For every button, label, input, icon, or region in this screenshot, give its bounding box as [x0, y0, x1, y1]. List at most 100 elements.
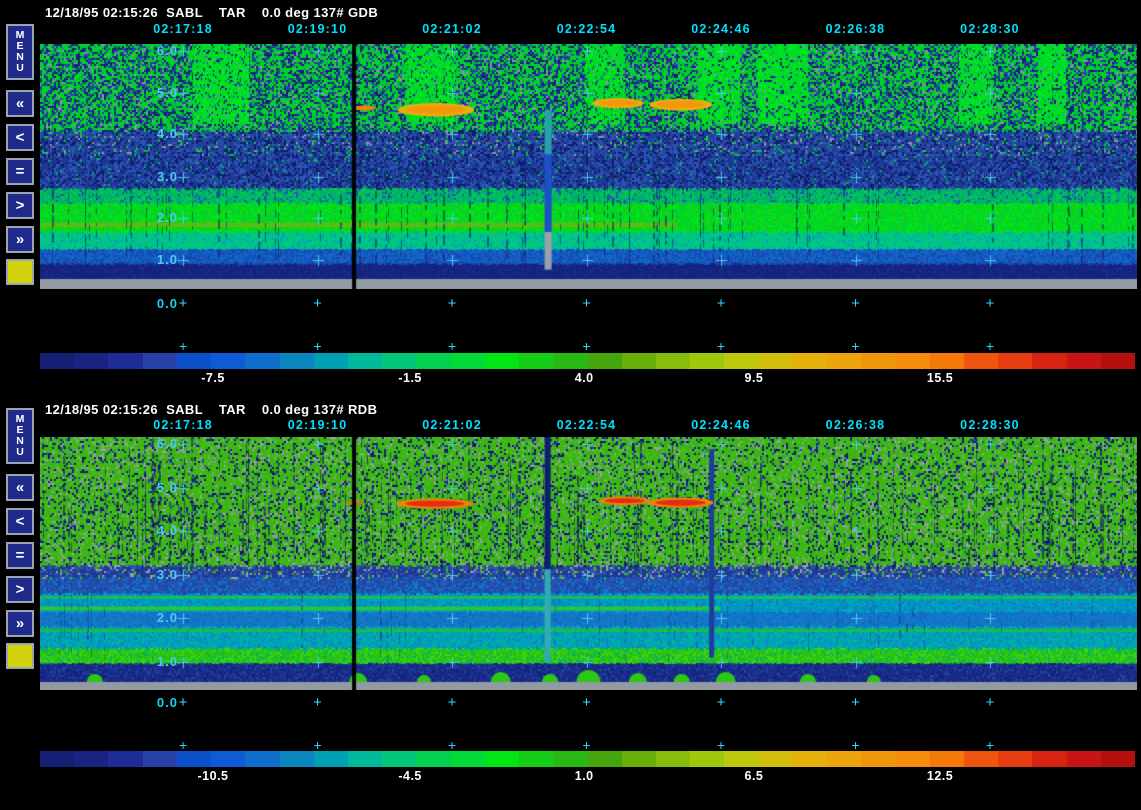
tick-cross-icon: +: [313, 737, 322, 753]
tick-cross-icon: +: [985, 295, 995, 312]
tick-cross-icon: +: [716, 694, 726, 711]
colorbar-segment: [347, 353, 383, 369]
colorbar-segment: [211, 751, 246, 767]
time-label: 02:19:10: [287, 22, 348, 36]
fast-forward-button[interactable]: »: [6, 226, 34, 253]
colorbar-segment: [792, 353, 828, 369]
colorbar-segment: [587, 353, 622, 369]
tick-cross-icon: +: [582, 295, 591, 312]
colorbar-scale-value: -7.5: [201, 371, 225, 385]
colorbar-segment: [450, 751, 485, 767]
colorbar-segment: [895, 751, 930, 767]
altitude-label: 3.0: [156, 567, 178, 583]
time-label: 02:28:30: [960, 22, 1020, 36]
colorbar-scale-value: -4.5: [398, 769, 422, 783]
colorbar-segment: [758, 353, 793, 369]
time-label: 02:21:02: [422, 22, 482, 36]
colorbar-segment: [827, 751, 862, 767]
time-axis: 02:17:18 02:19:10 02:21:02 02:22:54 02:24:46…: [40, 418, 1137, 433]
colorbar-segment: [1032, 353, 1067, 369]
colorbar-segment: [74, 751, 109, 767]
tick-cross-icon: +: [313, 694, 322, 711]
step-back-button[interactable]: <: [6, 508, 34, 535]
colorbar-scale-labels: -7.5 -1.5 4.0 9.5 15.5: [40, 371, 1137, 389]
altitude-label: 5.0: [156, 85, 178, 101]
time-label: 02:22:54: [556, 418, 617, 432]
colorbar-scale-value: 1.0: [574, 769, 594, 783]
tick-cross-icon: +: [985, 694, 995, 711]
tick-cross-icon: +: [447, 338, 457, 354]
colorbar-segment: [484, 353, 520, 369]
colorbar-segment: [758, 751, 793, 767]
tick-cross-icon: +: [178, 694, 188, 711]
colorbar-scale-value: 6.5: [744, 769, 764, 783]
tick-cross-icon: +: [851, 338, 860, 354]
colorbar-segment: [690, 353, 725, 369]
time-label: 02:28:30: [960, 418, 1020, 432]
pause-button[interactable]: =: [6, 542, 34, 569]
tick-cross-icon: +: [178, 295, 188, 312]
colorbar-segment: [211, 353, 246, 369]
altitude-label: 6.0: [156, 436, 178, 452]
colorbar-segment: [108, 751, 143, 767]
colorbar: [40, 751, 1135, 767]
time-axis: 02:17:18 02:19:10 02:21:02 02:22:54 02:24:46…: [40, 22, 1137, 37]
colorbar-segment: [245, 353, 280, 369]
step-forward-button[interactable]: >: [6, 192, 34, 219]
tick-cross-icon: +: [178, 737, 188, 753]
colorbar-segment: [587, 751, 622, 767]
colorbar-segment: [279, 751, 314, 767]
lidar-plot-gdb: 6.0 5.0 4.0 3.0 2.0 1.0: [40, 43, 1137, 289]
colorbar-segment: [313, 751, 348, 767]
time-label: 02:24:46: [691, 22, 751, 36]
lidar-image: [40, 44, 1137, 289]
colorbar-segment: [621, 751, 656, 767]
colorbar-segment: [176, 353, 212, 369]
colorbar-segment: [1066, 751, 1101, 767]
color-swatch-button[interactable]: [6, 643, 34, 669]
colorbar-segment: [724, 353, 759, 369]
surface-altitude-label: 0.0: [156, 695, 178, 710]
step-forward-button[interactable]: >: [6, 576, 34, 603]
colorbar-segment: [929, 353, 964, 369]
colorbar-segment: [621, 353, 656, 369]
altitude-label: 4.0: [156, 126, 178, 142]
fast-forward-button[interactable]: »: [6, 610, 34, 637]
colorbar-segment: [861, 751, 896, 767]
rewind-button[interactable]: «: [6, 474, 34, 501]
colorbar-segment: [519, 353, 554, 369]
time-label: 02:22:54: [556, 22, 617, 36]
tick-cross-icon: +: [447, 694, 457, 711]
altitude-label: 4.0: [156, 523, 178, 539]
step-back-button[interactable]: <: [6, 124, 34, 151]
altitude-label: 2.0: [156, 209, 178, 225]
colorbar-segment: [929, 751, 964, 767]
colorbar-segment: [40, 353, 75, 369]
colorbar-segment: [382, 751, 417, 767]
color-swatch-button[interactable]: [6, 259, 34, 285]
colorbar-segment: [108, 353, 143, 369]
colorbar-segment: [74, 353, 109, 369]
colorbar-segment: [245, 751, 280, 767]
colorbar-segment: [963, 751, 999, 767]
altitude-label: 2.0: [156, 610, 178, 626]
time-label: 02:26:38: [825, 418, 886, 432]
tick-cross-icon: +: [582, 338, 591, 354]
colorbar-segment: [416, 353, 451, 369]
tick-cross-icon: +: [447, 295, 457, 312]
sidebar: M E N U « < = > »: [6, 24, 40, 286]
colorbar-segment: [655, 353, 691, 369]
menu-button[interactable]: M E N U: [6, 24, 34, 80]
colorbar-segment: [827, 353, 862, 369]
colorbar-scale-value: 15.5: [926, 371, 954, 385]
pause-button[interactable]: =: [6, 158, 34, 185]
rewind-button[interactable]: «: [6, 90, 34, 117]
colorbar-segment: [1100, 751, 1135, 767]
menu-button[interactable]: M E N U: [6, 408, 34, 464]
colorbar-segment: [895, 353, 930, 369]
tick-cross-icon: +: [716, 737, 726, 753]
colorbar-segment: [998, 751, 1033, 767]
time-label: 02:17:18: [153, 22, 213, 36]
colorbar-scale-value: 4.0: [574, 371, 594, 385]
